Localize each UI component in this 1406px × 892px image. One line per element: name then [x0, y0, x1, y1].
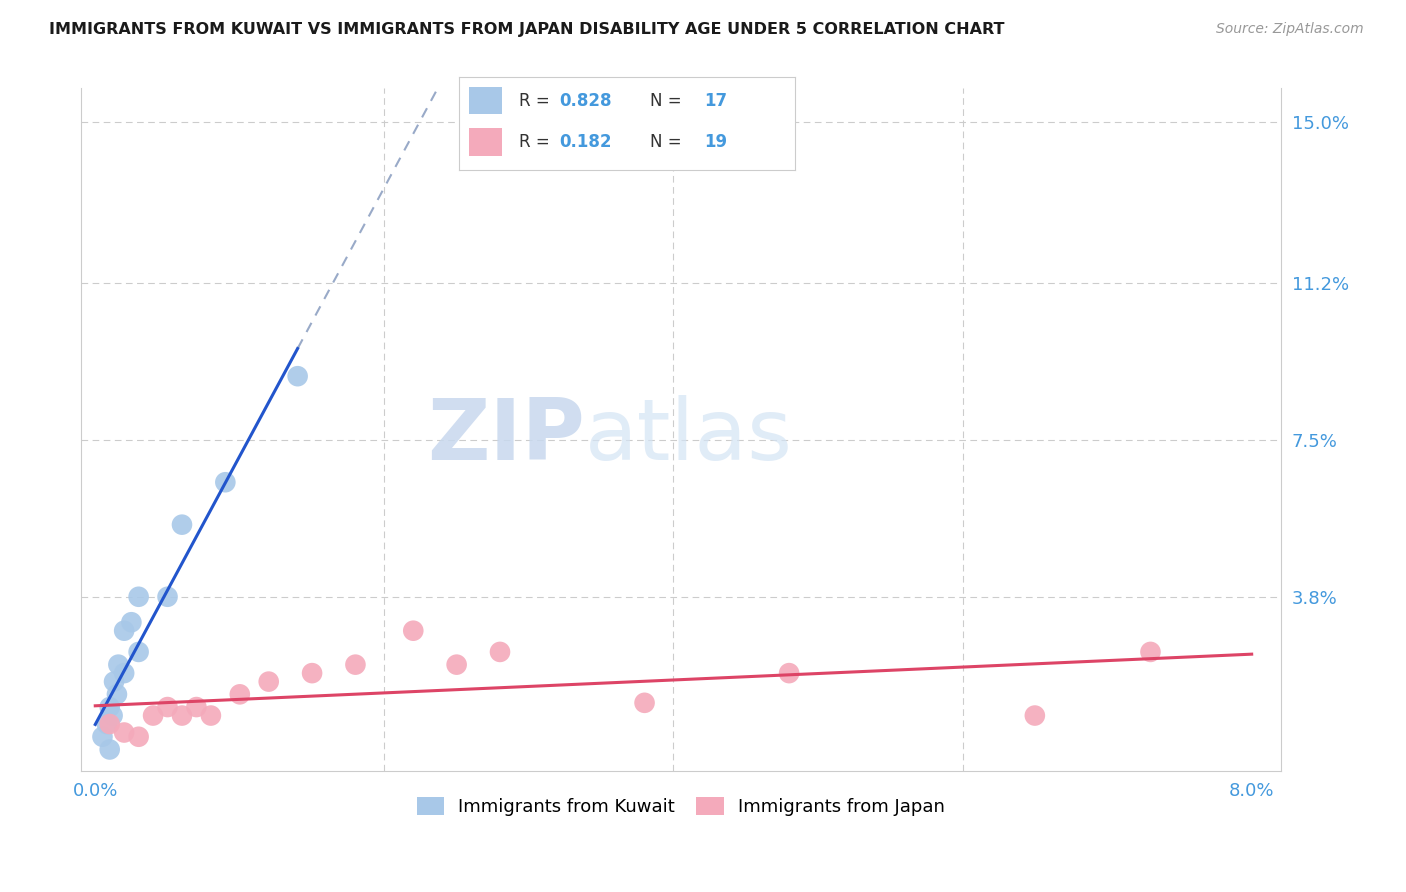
Point [186, 700, 208, 714]
Point [156, 700, 179, 714]
Point [96, 717, 118, 731]
Point [112, 666, 135, 681]
Point [98, 717, 121, 731]
Point [778, 666, 800, 681]
Point [489, 645, 512, 659]
Point [112, 624, 135, 638]
Point [128, 590, 150, 604]
Point [229, 687, 252, 701]
Text: ZIP: ZIP [427, 394, 585, 477]
Point [98, 700, 121, 714]
Text: Source: ZipAtlas.com: Source: ZipAtlas.com [1216, 22, 1364, 37]
Point [301, 666, 323, 681]
Point [287, 369, 309, 384]
Point [257, 674, 280, 689]
Point [344, 657, 367, 672]
Point [91, 730, 114, 744]
Point [1024, 708, 1046, 723]
Point [128, 730, 150, 744]
Point [402, 624, 425, 638]
Point [142, 708, 165, 723]
Point [633, 696, 655, 710]
Point [128, 645, 150, 659]
Point [120, 615, 142, 630]
Point [170, 517, 193, 532]
Point [107, 657, 129, 672]
Point [170, 708, 193, 723]
Point [103, 674, 125, 689]
Point [446, 657, 468, 672]
Point [101, 708, 124, 723]
Point [105, 687, 128, 701]
Point [156, 590, 179, 604]
Point [214, 475, 236, 490]
Point [98, 742, 121, 756]
Legend: Immigrants from Kuwait, Immigrants from Japan: Immigrants from Kuwait, Immigrants from … [409, 789, 952, 823]
Text: IMMIGRANTS FROM KUWAIT VS IMMIGRANTS FROM JAPAN DISABILITY AGE UNDER 5 CORRELATI: IMMIGRANTS FROM KUWAIT VS IMMIGRANTS FRO… [49, 22, 1005, 37]
Text: atlas: atlas [585, 394, 793, 477]
Point [112, 725, 135, 739]
Point [1139, 645, 1161, 659]
Point [200, 708, 222, 723]
